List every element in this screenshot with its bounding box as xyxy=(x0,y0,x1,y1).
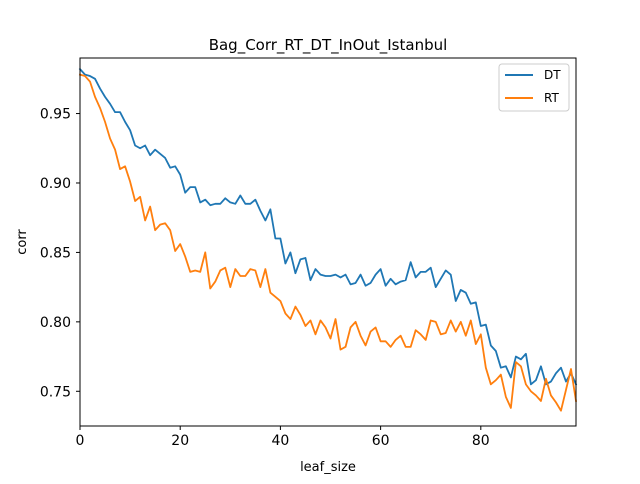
y-tick-label: 0.90 xyxy=(40,176,71,192)
legend[interactable]: DT RT xyxy=(498,63,570,112)
y-tick-label: 0.75 xyxy=(40,384,71,400)
x-tick-label: 20 xyxy=(171,433,189,449)
y-tick-label: 0.80 xyxy=(40,315,71,331)
y-tick-label: 0.95 xyxy=(40,107,71,123)
x-tick-label: 40 xyxy=(271,433,289,449)
y-axis-ticks: 0.75 0.80 0.85 0.90 0.95 xyxy=(40,107,80,400)
series-line-rt xyxy=(78,73,578,412)
legend-dt-label: DT xyxy=(544,68,561,82)
x-axis-ticks: 0 20 40 60 80 xyxy=(76,426,490,449)
y-tick-label: 0.85 xyxy=(40,245,71,261)
x-tick-label: 60 xyxy=(372,433,390,449)
x-axis-label: leaf_size xyxy=(300,460,356,475)
series-line-dt xyxy=(78,67,578,386)
x-tick-label: 0 xyxy=(76,433,85,449)
legend-rt-label: RT xyxy=(544,91,559,105)
x-tick-label: 80 xyxy=(472,433,490,449)
y-axis-label: corr xyxy=(15,229,30,255)
plot-area-frame xyxy=(79,57,577,427)
chart-title: Bag_Corr_RT_DT_InOut_Istanbul xyxy=(209,36,448,55)
series-layer xyxy=(78,67,578,412)
